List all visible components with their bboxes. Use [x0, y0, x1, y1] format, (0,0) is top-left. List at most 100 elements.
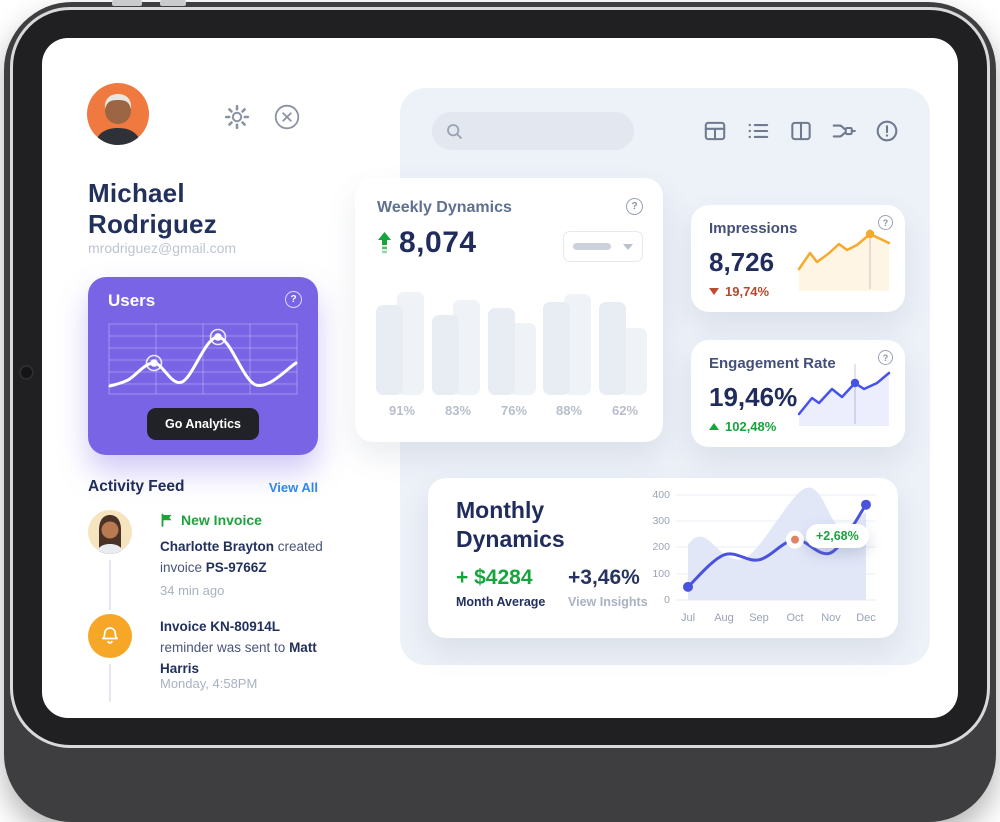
- timeline-connector: [109, 560, 111, 610]
- impressions-delta: 19,74%: [709, 284, 769, 299]
- flag-icon: [161, 513, 172, 527]
- engagement-value: 19,46%: [709, 382, 798, 412]
- activity-bell-badge: [88, 614, 132, 658]
- monthly-title: Monthly Dynamics: [456, 497, 565, 552]
- chart-tooltip: +2,68%: [806, 524, 869, 548]
- bar: [543, 302, 570, 395]
- bar-group: [543, 265, 595, 395]
- users-wave-line: [108, 335, 298, 388]
- wave-marker: [209, 328, 227, 346]
- bar-label: 83%: [444, 403, 472, 418]
- list-view-button[interactable]: [743, 116, 773, 146]
- y-tick: 400: [652, 489, 670, 501]
- alert-circle-icon: [876, 120, 898, 142]
- month-label: Dec: [856, 612, 876, 624]
- recipient-name: Matt Harris: [160, 640, 317, 676]
- invoice-id: Invoice KN-80914L: [160, 619, 281, 634]
- help-icon[interactable]: [626, 198, 643, 215]
- bar-label: 62%: [611, 403, 639, 418]
- weekly-count: 8,074: [399, 226, 477, 259]
- volume-button[interactable]: [112, 0, 142, 6]
- table-view-button[interactable]: [700, 116, 730, 146]
- bar-group: [432, 265, 484, 395]
- activity-avatar: [88, 510, 132, 554]
- wave-marker: [145, 354, 163, 372]
- go-analytics-button[interactable]: Go Analytics: [147, 408, 259, 440]
- view-insights-link[interactable]: View Insights: [568, 595, 648, 609]
- search-input[interactable]: [471, 122, 625, 140]
- delta-value: 19,74%: [725, 284, 770, 299]
- table-view-icon: [704, 121, 726, 141]
- users-card: Users Go Analytics: [88, 277, 318, 455]
- bell-icon: [102, 627, 118, 644]
- triangle-up-icon: [709, 423, 719, 430]
- month-label: Jul: [680, 612, 696, 624]
- dashboard-panel: Weekly Dynamics 8,074 91% 83% 76%: [355, 88, 930, 665]
- up-arrow-icon: [378, 232, 391, 254]
- line-series: [686, 503, 868, 589]
- flow-merge-icon: [832, 124, 856, 138]
- search-bar[interactable]: [432, 112, 634, 150]
- activity-feed-title: Activity Feed: [88, 478, 185, 495]
- bar-label: 76%: [500, 403, 528, 418]
- month-average-label: Month Average: [456, 595, 546, 609]
- user-name: Michael Rodriguez: [88, 178, 217, 239]
- impressions-value: 8,726: [709, 247, 775, 277]
- view-all-link[interactable]: View All: [268, 479, 318, 495]
- close-button[interactable]: [271, 101, 303, 133]
- bar: [488, 308, 515, 395]
- gear-icon: [224, 104, 250, 130]
- split-view-button[interactable]: [786, 116, 816, 146]
- camera-dot: [19, 365, 34, 380]
- dropdown-pill: [573, 243, 611, 250]
- impressions-sparkline: [797, 229, 891, 291]
- bar-group: [376, 265, 428, 395]
- y-tick: 200: [652, 541, 670, 553]
- y-tick: 100: [652, 568, 670, 580]
- period-dropdown[interactable]: [563, 231, 643, 262]
- month-label: Aug: [714, 612, 734, 624]
- flow-merge-button[interactable]: [829, 116, 859, 146]
- y-tick: 0: [664, 594, 670, 606]
- activity-badge-label: New Invoice: [181, 512, 262, 528]
- users-card-title: Users: [108, 291, 156, 310]
- delta-value: 102,48%: [725, 419, 777, 434]
- search-icon: [447, 123, 462, 139]
- user-email: mrodriguez@gmail.com: [88, 240, 237, 256]
- users-chart: [108, 323, 298, 395]
- month-label: Oct: [786, 612, 804, 624]
- app-screen: Michael Rodriguez mrodriguez@gmail.com U…: [42, 38, 958, 718]
- highlighted-data-point: [786, 530, 804, 549]
- bar-group: [599, 265, 651, 395]
- monthly-chart: [676, 487, 876, 601]
- activity-time: 34 min ago: [160, 583, 225, 598]
- y-tick: 300: [652, 515, 670, 527]
- settings-button[interactable]: [221, 101, 253, 133]
- activity-feed-header: Activity Feed View All: [88, 478, 318, 496]
- bar-label: 91%: [388, 403, 416, 418]
- area-series: [688, 487, 866, 600]
- month-label: Nov: [821, 612, 841, 624]
- activity-text: Charlotte Brayton created invoice PS-976…: [160, 536, 336, 578]
- engagement-title: Engagement Rate: [709, 355, 836, 372]
- activity-time: Monday, 4:58PM: [160, 676, 258, 691]
- activity-text: Invoice KN-80914L reminder was sent to M…: [160, 616, 336, 679]
- impressions-title: Impressions: [709, 220, 798, 237]
- bar: [432, 315, 459, 395]
- help-icon[interactable]: [878, 215, 893, 230]
- help-icon[interactable]: [878, 350, 893, 365]
- action-text: reminder was sent to: [160, 640, 290, 655]
- close-icon: [274, 104, 300, 130]
- engagement-sparkline: [797, 364, 891, 426]
- monthly-percent-value: +3,46%: [568, 566, 640, 589]
- month-label: Sep: [749, 612, 769, 624]
- split-view-icon: [791, 121, 811, 141]
- alerts-button[interactable]: [872, 116, 902, 146]
- power-button[interactable]: [160, 0, 186, 6]
- help-icon[interactable]: [285, 291, 302, 308]
- weekly-value: 8,074: [377, 226, 477, 260]
- list-view-icon: [748, 123, 769, 139]
- action-text: created invoice: [160, 539, 323, 575]
- engagement-delta: 102,48%: [709, 419, 776, 434]
- engagement-card: Engagement Rate 19,46% 102,48%: [691, 340, 905, 447]
